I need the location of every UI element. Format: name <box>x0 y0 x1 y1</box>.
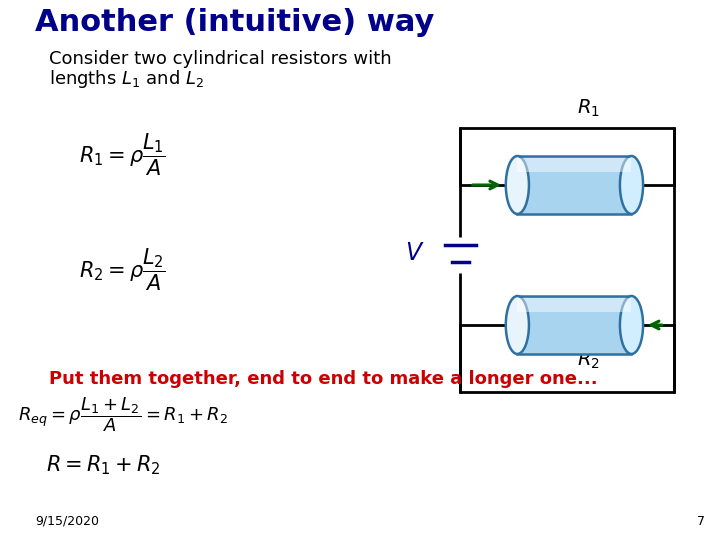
Ellipse shape <box>620 296 643 354</box>
Text: $R_{eq} = \rho\dfrac{L_1 + L_2}{A} = R_1 + R_2$: $R_{eq} = \rho\dfrac{L_1 + L_2}{A} = R_1… <box>17 396 228 434</box>
Bar <box>518 158 631 172</box>
Text: Another (intuitive) way: Another (intuitive) way <box>35 8 435 37</box>
Text: Consider two cylindrical resistors with: Consider two cylindrical resistors with <box>48 50 391 68</box>
Bar <box>518 298 631 312</box>
Ellipse shape <box>620 156 643 214</box>
Ellipse shape <box>505 156 529 214</box>
Text: $V$: $V$ <box>405 241 424 265</box>
Text: $R_2$: $R_2$ <box>577 349 600 370</box>
Text: 9/15/2020: 9/15/2020 <box>35 515 99 528</box>
Text: $R_2 = \rho\dfrac{L_2}{A}$: $R_2 = \rho\dfrac{L_2}{A}$ <box>79 247 166 293</box>
Text: $R_1$: $R_1$ <box>577 97 600 119</box>
Bar <box>518 156 631 214</box>
Text: Put them together, end to end to make a longer one...: Put them together, end to end to make a … <box>48 370 597 388</box>
Text: 7: 7 <box>697 515 705 528</box>
Text: $R_1 = \rho\dfrac{L_1}{A}$: $R_1 = \rho\dfrac{L_1}{A}$ <box>79 132 166 178</box>
Ellipse shape <box>505 296 529 354</box>
Bar <box>518 296 631 354</box>
Text: $R = R_1 + R_2$: $R = R_1 + R_2$ <box>46 453 161 477</box>
Text: lengths $L_1$ and $L_2$: lengths $L_1$ and $L_2$ <box>48 68 204 90</box>
